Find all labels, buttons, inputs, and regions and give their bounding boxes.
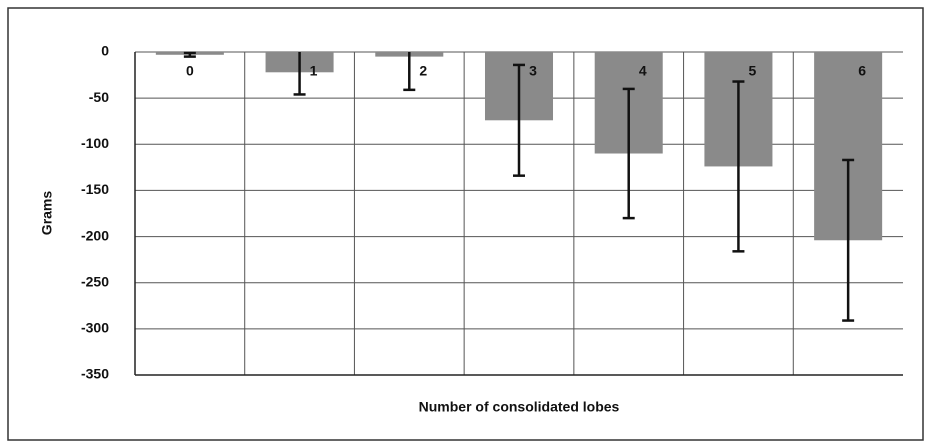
category-label: 1 — [310, 63, 318, 79]
frame — [7, 7, 924, 441]
y-tick-label: -150 — [81, 181, 109, 197]
category-label: 3 — [529, 63, 537, 79]
y-tick-label: -50 — [89, 89, 109, 105]
category-label: 6 — [858, 63, 866, 79]
category-label: 5 — [749, 63, 757, 79]
category-label: 0 — [186, 63, 194, 79]
y-tick-label: -100 — [81, 135, 109, 151]
x-axis-label: Number of consolidated lobes — [419, 399, 620, 415]
category-label: 2 — [419, 63, 427, 79]
y-tick-label: -250 — [81, 273, 109, 289]
y-axis-label: Grams — [39, 191, 55, 236]
y-tick-label: -350 — [81, 366, 109, 382]
y-tick-label: -200 — [81, 227, 109, 243]
category-label: 4 — [639, 63, 647, 79]
y-tick-label: -300 — [81, 320, 109, 336]
y-tick-label: 0 — [101, 43, 109, 59]
